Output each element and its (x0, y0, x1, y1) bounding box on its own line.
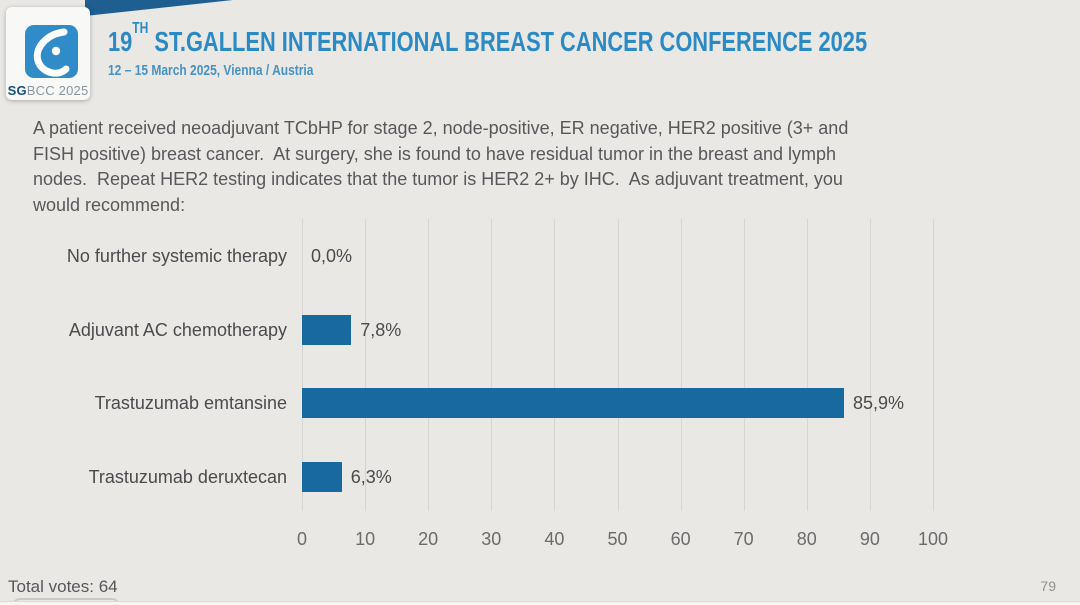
conference-subtitle: 12 – 15 March 2025, Vienna / Austria (108, 62, 314, 79)
x-axis-tick-label: 70 (733, 529, 754, 549)
x-axis-tick-label: 80 (796, 529, 817, 549)
category-label: Adjuvant AC chemotherapy (68, 320, 287, 340)
x-axis-tick-label: 10 (355, 529, 376, 549)
conference-title: 19TH ST.GALLEN INTERNATIONAL BREAST CANC… (108, 20, 868, 58)
x-axis-tick-label: 30 (481, 529, 502, 549)
title-number: 19 (108, 26, 133, 57)
x-axis-tick-label: 40 (544, 529, 565, 549)
x-axis-tick-label: 60 (670, 529, 691, 549)
x-axis-tick-label: 0 (296, 529, 307, 549)
question-line: A patient received neoadjuvant TCbHP for… (33, 118, 849, 138)
category-label: No further systemic therapy (66, 246, 287, 266)
logo-text-sg: SG (7, 83, 27, 98)
title-text: ST.GALLEN INTERNATIONAL BREAST CANCER CO… (148, 26, 868, 57)
total-votes-label: Total votes: 64 (8, 577, 118, 596)
gridline (806, 219, 808, 511)
x-axis-tick-label: 50 (607, 529, 628, 549)
question-line: would recommend: (33, 194, 186, 215)
question-line: nodes. Repeat HER2 testing indicates tha… (33, 169, 843, 189)
x-axis-tick-label: 90 (859, 529, 880, 549)
logo-text: SGBCC 2025 (6, 83, 90, 98)
slide-page-number: 79 (1040, 578, 1056, 594)
x-axis-tick-label: 20 (418, 529, 439, 549)
bar (302, 462, 342, 492)
gridline (491, 219, 493, 511)
gridline (554, 219, 556, 511)
bar (302, 388, 845, 418)
value-label: 85,9% (853, 393, 905, 413)
gridline (365, 219, 367, 511)
value-label: 6,3% (350, 467, 392, 487)
sgbcc-logo-card: SGBCC 2025 (6, 7, 90, 100)
bar (302, 315, 352, 345)
logo-text-bcc: BCC 2025 (26, 83, 89, 98)
gridline (743, 219, 745, 511)
value-label: 7,8% (360, 320, 402, 340)
category-label: Trastuzumab deruxtecan (88, 467, 287, 487)
value-label: 0,0% (311, 246, 353, 266)
bottom-edge-strip (0, 601, 1080, 605)
sgbcc-breast-logo-icon (25, 25, 78, 78)
poll-question: A patient received neoadjuvant TCbHP for… (33, 116, 848, 218)
gridline (617, 219, 619, 511)
gridline (933, 219, 934, 511)
gridline (302, 219, 303, 511)
x-axis-tick-label: 100 (917, 529, 949, 549)
question-line: FISH positive) breast cancer. At surgery… (33, 143, 837, 164)
title-ordinal: TH (132, 19, 149, 37)
category-label: Trastuzumab emtansine (94, 393, 287, 413)
gridline (869, 219, 871, 511)
gridline (428, 219, 430, 511)
gridline (680, 219, 682, 511)
